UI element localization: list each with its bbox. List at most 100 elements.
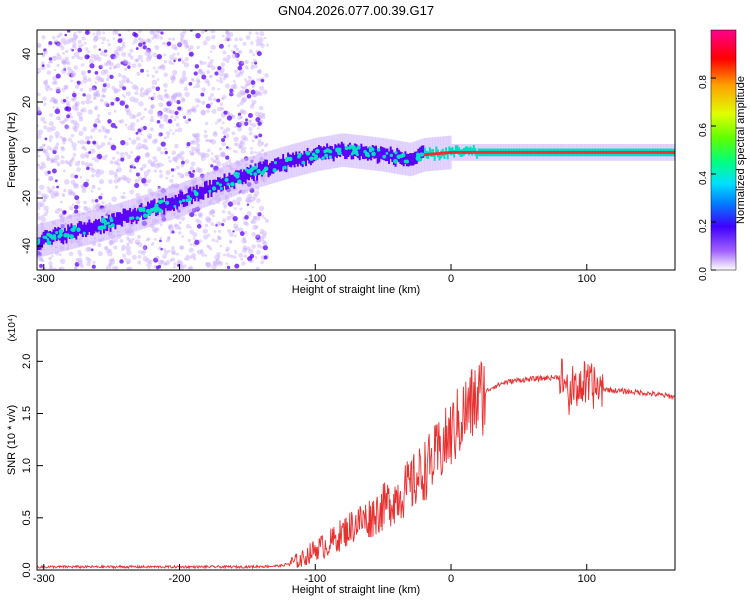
ridge-highlight xyxy=(69,234,74,240)
noise-speck xyxy=(251,99,257,105)
noise-speck xyxy=(56,163,60,167)
noise-speck xyxy=(251,205,254,209)
ridge-highlight xyxy=(415,152,420,157)
ridge-core xyxy=(525,150,528,154)
noise-speck xyxy=(169,54,175,61)
ridge-cell xyxy=(241,171,244,185)
noise-speck xyxy=(264,73,269,78)
noise-speck xyxy=(87,257,92,263)
noise-speck xyxy=(137,37,141,40)
noise-speck xyxy=(42,143,46,147)
noise-speck xyxy=(95,203,100,208)
noise-speck xyxy=(149,118,155,123)
noise-speck xyxy=(43,195,47,200)
ridge-cell xyxy=(257,162,260,176)
noise-speck xyxy=(97,187,101,191)
noise-speck xyxy=(109,74,114,80)
noise-speck xyxy=(137,54,143,60)
noise-speck xyxy=(57,208,61,211)
noise-speck xyxy=(229,88,234,93)
noise-speck xyxy=(164,114,169,120)
noise-speck xyxy=(96,117,100,121)
noise-speck xyxy=(264,36,267,40)
noise-speck xyxy=(54,131,60,137)
ridge-core xyxy=(670,150,673,154)
noise-speck xyxy=(193,71,198,76)
ridge-cell xyxy=(169,198,172,211)
noise-speck xyxy=(101,89,106,94)
noise-speck xyxy=(62,60,66,64)
noise-speck xyxy=(165,94,171,99)
noise-speck xyxy=(122,253,126,258)
spectrogram-x-label: Height of straight line (km) xyxy=(292,284,420,296)
noise-speck xyxy=(101,86,107,92)
noise-speck xyxy=(98,169,105,175)
noise-speck xyxy=(244,215,249,220)
noise-speck xyxy=(49,264,53,268)
noise-speck xyxy=(59,208,63,212)
noise-speck xyxy=(234,69,238,74)
noise-speck xyxy=(163,262,167,266)
noise-speck xyxy=(231,53,238,59)
noise-speck xyxy=(241,261,246,266)
ridge-highlight xyxy=(185,198,190,203)
noise-speck xyxy=(119,239,124,243)
noise-speck xyxy=(218,147,223,151)
noise-speck xyxy=(43,193,49,199)
noise-speck xyxy=(74,104,79,108)
noise-speck xyxy=(41,35,46,40)
ridge-highlight xyxy=(282,165,287,170)
noise-speck xyxy=(41,214,45,218)
noise-speck xyxy=(66,96,70,100)
noise-speck xyxy=(238,252,244,258)
noise-speck xyxy=(194,239,200,245)
noise-speck xyxy=(233,83,237,86)
noise-speck xyxy=(120,86,123,89)
ridge-cell xyxy=(106,218,109,232)
noise-speck xyxy=(168,159,172,163)
noise-speck xyxy=(104,245,109,251)
ridge-core xyxy=(634,150,637,154)
noise-speck xyxy=(112,65,117,70)
noise-speck xyxy=(50,125,56,132)
noise-speck xyxy=(255,38,260,44)
noise-speck xyxy=(96,56,102,62)
noise-speck xyxy=(151,139,158,145)
ridge-cell xyxy=(396,147,399,161)
noise-speck xyxy=(68,72,74,78)
ridge-core xyxy=(669,150,672,154)
snr-y-axis: 0.00.51.01.52.0 xyxy=(21,354,43,578)
noise-speck xyxy=(163,136,167,140)
ridge-cell xyxy=(251,166,254,180)
ridge-cell xyxy=(137,208,140,221)
noise-speck xyxy=(51,97,55,101)
spectrogram-x-tick-label: 100 xyxy=(578,273,596,285)
noise-speck xyxy=(169,128,172,132)
noise-speck xyxy=(132,42,135,45)
noise-speck xyxy=(145,183,149,187)
noise-speck xyxy=(52,35,56,40)
noise-speck xyxy=(56,63,60,68)
noise-speck xyxy=(113,65,117,69)
noise-speck xyxy=(47,170,51,175)
noise-speck xyxy=(258,41,263,46)
ridge-highlight xyxy=(188,197,193,201)
ridge-highlight xyxy=(301,160,306,165)
noise-speck xyxy=(129,96,136,102)
noise-speck xyxy=(189,226,192,229)
ridge-core xyxy=(457,150,460,154)
noise-speck xyxy=(124,257,127,261)
ridge-core xyxy=(530,150,533,154)
ridge-core xyxy=(592,150,595,154)
noise-speck xyxy=(37,163,40,167)
noise-speck xyxy=(60,120,65,125)
noise-speck xyxy=(93,58,97,61)
ridge-core xyxy=(515,150,518,154)
noise-speck xyxy=(218,43,224,49)
noise-speck xyxy=(165,176,169,180)
noise-speck xyxy=(245,198,251,204)
noise-speck xyxy=(170,94,176,100)
noise-speck xyxy=(159,174,164,179)
noise-speck xyxy=(200,30,205,35)
noise-speck xyxy=(130,121,136,128)
